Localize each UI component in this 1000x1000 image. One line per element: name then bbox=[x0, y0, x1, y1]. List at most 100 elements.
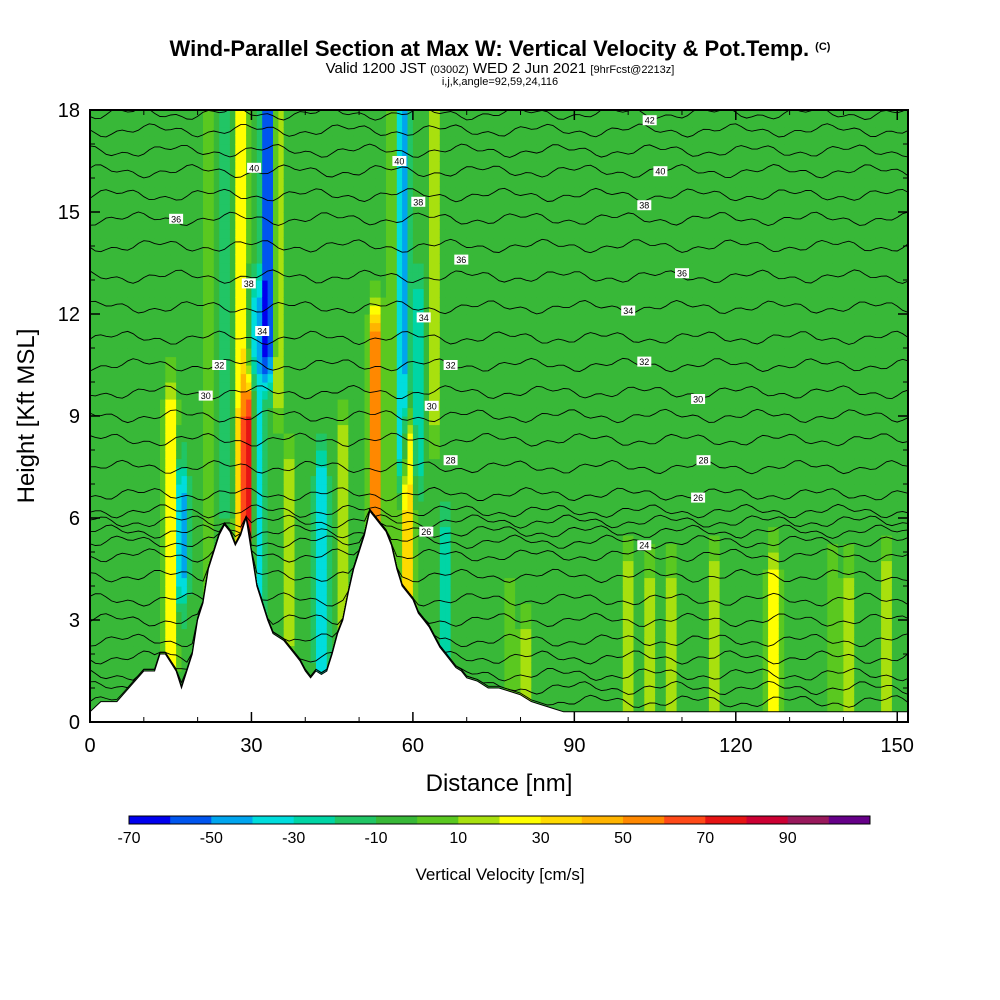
velocity-cell bbox=[455, 203, 462, 213]
velocity-cell bbox=[208, 246, 215, 256]
velocity-cell bbox=[321, 297, 328, 307]
velocity-cell bbox=[364, 331, 371, 341]
velocity-cell bbox=[181, 322, 188, 332]
velocity-cell bbox=[235, 458, 242, 468]
velocity-cell bbox=[246, 135, 253, 145]
velocity-cell bbox=[251, 492, 258, 502]
velocity-cell bbox=[267, 416, 274, 426]
velocity-cell bbox=[342, 433, 349, 443]
velocity-cell bbox=[95, 399, 102, 409]
velocity-cell bbox=[294, 288, 301, 298]
velocity-cell bbox=[310, 654, 317, 664]
velocity-cell bbox=[149, 118, 156, 128]
velocity-cell bbox=[380, 501, 387, 511]
velocity-cell bbox=[434, 407, 441, 417]
velocity-cell bbox=[176, 637, 183, 647]
velocity-cell bbox=[299, 535, 306, 545]
velocity-cell bbox=[316, 169, 322, 179]
velocity-cell bbox=[278, 297, 285, 307]
velocity-cell bbox=[122, 382, 129, 392]
velocity-cell bbox=[90, 178, 96, 188]
velocity-cell bbox=[143, 560, 150, 570]
velocity-cell bbox=[229, 297, 236, 307]
velocity-cell bbox=[380, 399, 387, 409]
velocity-cell bbox=[262, 186, 269, 196]
velocity-cell bbox=[353, 331, 360, 341]
velocity-cell bbox=[95, 288, 102, 298]
velocity-cell bbox=[224, 271, 231, 281]
velocity-cell bbox=[149, 229, 156, 239]
velocity-cell bbox=[95, 169, 102, 179]
velocity-cell bbox=[154, 603, 161, 613]
velocity-cell bbox=[224, 246, 231, 256]
velocity-cell bbox=[439, 603, 446, 613]
velocity-cell bbox=[310, 569, 317, 579]
velocity-cell bbox=[273, 348, 279, 358]
velocity-cell bbox=[326, 152, 333, 162]
velocity-cell bbox=[165, 543, 172, 553]
velocity-cell bbox=[310, 484, 317, 494]
velocity-cell bbox=[369, 263, 376, 273]
velocity-cell bbox=[160, 390, 166, 400]
velocity-cell bbox=[439, 526, 446, 536]
velocity-cell bbox=[439, 152, 446, 162]
velocity-cell bbox=[353, 127, 360, 137]
velocity-cell bbox=[348, 305, 355, 315]
velocity-cell bbox=[310, 535, 317, 545]
velocity-cell bbox=[396, 305, 403, 315]
velocity-cell bbox=[138, 127, 145, 137]
velocity-cell bbox=[106, 246, 113, 256]
velocity-cell bbox=[429, 203, 435, 213]
velocity-cell bbox=[176, 416, 183, 426]
velocity-cell bbox=[305, 297, 312, 307]
velocity-cell bbox=[445, 195, 452, 205]
velocity-cell bbox=[299, 645, 306, 655]
velocity-cell bbox=[386, 399, 392, 409]
velocity-cell bbox=[391, 509, 398, 519]
velocity-cell bbox=[256, 501, 263, 511]
velocity-cell bbox=[278, 331, 285, 341]
velocity-cell bbox=[203, 144, 209, 154]
velocity-cell bbox=[154, 577, 161, 587]
velocity-cell bbox=[273, 118, 279, 128]
velocity-cell bbox=[111, 110, 118, 120]
velocity-cell bbox=[95, 186, 102, 196]
velocity-cell bbox=[197, 577, 204, 587]
velocity-cell bbox=[305, 212, 312, 222]
velocity-cell bbox=[412, 526, 419, 536]
velocity-cell bbox=[133, 501, 140, 511]
velocity-cell bbox=[283, 637, 290, 647]
velocity-cell bbox=[106, 416, 113, 426]
velocity-cell bbox=[95, 322, 102, 332]
velocity-cell bbox=[90, 620, 96, 630]
velocity-cell bbox=[326, 110, 333, 120]
velocity-cell bbox=[186, 271, 193, 281]
velocity-cell bbox=[116, 237, 123, 247]
velocity-cell bbox=[364, 169, 371, 179]
velocity-cell bbox=[380, 118, 387, 128]
velocity-cell bbox=[445, 348, 452, 358]
velocity-cell bbox=[342, 390, 349, 400]
velocity-cell bbox=[229, 288, 236, 298]
velocity-cell bbox=[429, 220, 435, 230]
velocity-cell bbox=[186, 433, 193, 443]
velocity-cell bbox=[364, 288, 371, 298]
velocity-cell bbox=[176, 365, 183, 375]
velocity-cell bbox=[100, 509, 107, 519]
velocity-cell bbox=[246, 416, 253, 426]
velocity-cell bbox=[208, 399, 215, 409]
velocity-cell bbox=[386, 195, 392, 205]
velocity-cell bbox=[310, 390, 317, 400]
velocity-cell bbox=[127, 288, 134, 298]
velocity-cell bbox=[90, 280, 96, 290]
velocity-cell bbox=[353, 135, 360, 145]
velocity-cell bbox=[375, 407, 382, 417]
velocity-cell bbox=[100, 229, 107, 239]
velocity-cell bbox=[450, 280, 457, 290]
velocity-cell bbox=[299, 195, 306, 205]
velocity-cell bbox=[289, 169, 296, 179]
velocity-cell bbox=[332, 220, 339, 230]
velocity-cell bbox=[186, 178, 193, 188]
velocity-cell bbox=[100, 263, 107, 273]
velocity-cell bbox=[267, 484, 274, 494]
